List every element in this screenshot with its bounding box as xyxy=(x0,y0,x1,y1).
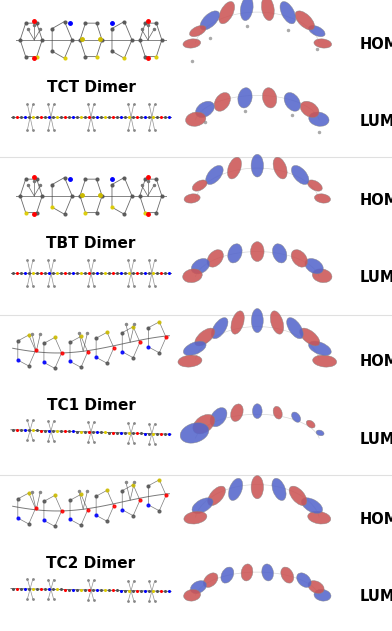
Ellipse shape xyxy=(219,1,234,24)
Ellipse shape xyxy=(313,355,337,367)
Ellipse shape xyxy=(183,589,201,601)
Ellipse shape xyxy=(206,165,223,184)
Ellipse shape xyxy=(251,476,263,498)
Ellipse shape xyxy=(229,478,243,500)
Ellipse shape xyxy=(312,269,332,283)
Ellipse shape xyxy=(291,165,309,184)
Ellipse shape xyxy=(238,88,252,108)
Text: HOMO: HOMO xyxy=(360,512,392,526)
Ellipse shape xyxy=(301,498,323,514)
Ellipse shape xyxy=(193,415,215,434)
Ellipse shape xyxy=(314,589,331,601)
Ellipse shape xyxy=(314,39,332,48)
Ellipse shape xyxy=(287,317,303,339)
Ellipse shape xyxy=(292,412,301,422)
Ellipse shape xyxy=(208,486,225,505)
Ellipse shape xyxy=(203,573,218,587)
Ellipse shape xyxy=(214,93,230,111)
Ellipse shape xyxy=(251,309,263,333)
Ellipse shape xyxy=(272,478,286,500)
Ellipse shape xyxy=(191,581,207,594)
Ellipse shape xyxy=(180,423,209,443)
Ellipse shape xyxy=(297,573,311,587)
Text: HOMO: HOMO xyxy=(360,37,392,52)
Ellipse shape xyxy=(316,430,324,436)
Ellipse shape xyxy=(270,311,284,334)
Ellipse shape xyxy=(299,328,320,346)
Ellipse shape xyxy=(211,317,228,339)
Ellipse shape xyxy=(191,259,210,274)
Ellipse shape xyxy=(184,511,207,524)
Ellipse shape xyxy=(192,498,213,514)
Ellipse shape xyxy=(230,404,243,422)
Ellipse shape xyxy=(221,567,234,583)
Ellipse shape xyxy=(240,0,253,21)
Ellipse shape xyxy=(196,101,214,117)
Text: TBT Dimer: TBT Dimer xyxy=(46,235,136,251)
Ellipse shape xyxy=(305,259,323,274)
Ellipse shape xyxy=(309,112,329,126)
Ellipse shape xyxy=(228,244,242,263)
Text: TCT Dimer: TCT Dimer xyxy=(47,80,136,95)
Ellipse shape xyxy=(231,311,244,334)
Text: LUMO: LUMO xyxy=(360,432,392,447)
Ellipse shape xyxy=(184,194,200,203)
Ellipse shape xyxy=(306,420,315,428)
Ellipse shape xyxy=(314,194,330,203)
Ellipse shape xyxy=(272,244,287,263)
Ellipse shape xyxy=(183,269,202,283)
Ellipse shape xyxy=(289,486,307,505)
Text: LUMO: LUMO xyxy=(360,114,392,129)
Ellipse shape xyxy=(262,564,274,581)
Ellipse shape xyxy=(192,180,207,191)
Ellipse shape xyxy=(200,11,220,30)
Ellipse shape xyxy=(281,567,294,583)
Ellipse shape xyxy=(227,157,241,179)
Ellipse shape xyxy=(183,341,206,355)
Ellipse shape xyxy=(273,406,282,419)
Ellipse shape xyxy=(178,355,202,367)
Ellipse shape xyxy=(251,155,263,177)
Ellipse shape xyxy=(261,0,274,21)
Ellipse shape xyxy=(252,404,262,418)
Text: LUMO: LUMO xyxy=(360,589,392,604)
Text: HOMO: HOMO xyxy=(360,353,392,369)
Text: LUMO: LUMO xyxy=(360,271,392,285)
Ellipse shape xyxy=(189,25,206,37)
Ellipse shape xyxy=(207,250,223,267)
Ellipse shape xyxy=(295,11,314,30)
Ellipse shape xyxy=(308,581,324,594)
Ellipse shape xyxy=(185,112,206,126)
Text: TC1 Dimer: TC1 Dimer xyxy=(47,399,136,413)
Ellipse shape xyxy=(210,408,227,427)
Ellipse shape xyxy=(273,157,287,179)
Ellipse shape xyxy=(291,250,308,267)
Ellipse shape xyxy=(309,341,331,355)
Ellipse shape xyxy=(280,1,296,24)
Ellipse shape xyxy=(284,93,300,111)
Ellipse shape xyxy=(300,101,319,117)
Ellipse shape xyxy=(241,564,253,581)
Ellipse shape xyxy=(262,88,277,108)
Text: HOMO: HOMO xyxy=(360,193,392,208)
Ellipse shape xyxy=(250,242,264,261)
Ellipse shape xyxy=(183,39,201,48)
Ellipse shape xyxy=(307,180,322,191)
Text: TC2 Dimer: TC2 Dimer xyxy=(46,557,136,572)
Ellipse shape xyxy=(309,25,325,37)
Ellipse shape xyxy=(195,328,215,346)
Ellipse shape xyxy=(308,511,331,524)
